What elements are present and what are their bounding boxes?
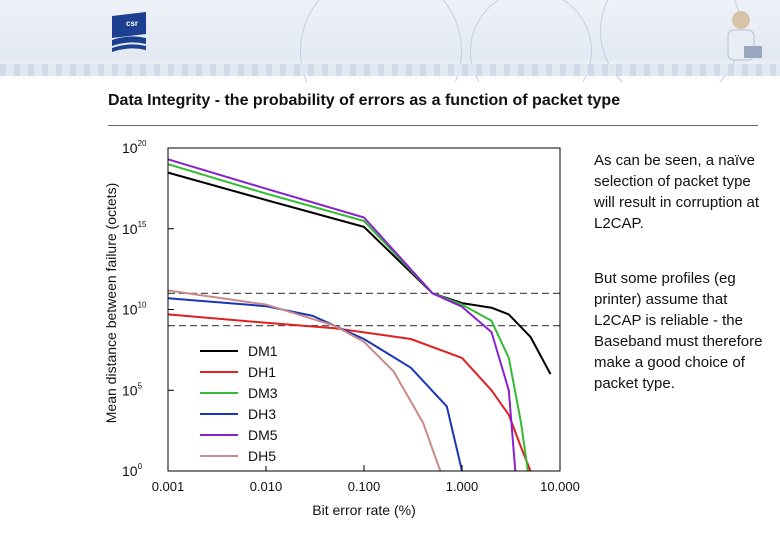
x-tick-label: 0.001 — [152, 479, 185, 494]
series-line-dh5 — [167, 289, 442, 472]
legend-label-dh3: DH3 — [248, 406, 276, 422]
title-divider — [108, 125, 758, 126]
legend-label-dm3: DM3 — [248, 385, 278, 401]
x-tick-label: 0.010 — [250, 479, 283, 494]
y-tick-label: 100 — [122, 462, 143, 479]
series-line-dm3 — [167, 163, 529, 472]
y-tick-label: 105 — [122, 381, 143, 398]
legend-label-dm1: DM1 — [248, 343, 278, 359]
mtbf-chart: Mean distance between failure (octets) B… — [103, 139, 580, 518]
header-banner: csr — [0, 0, 780, 82]
series-line-dm1 — [167, 171, 552, 375]
legend-label-dh5: DH5 — [248, 448, 276, 464]
x-tick-label: 1.000 — [446, 479, 479, 494]
logo-text: csr — [126, 19, 139, 28]
y-tick-label: 1015 — [122, 220, 147, 237]
series-line-dh1 — [167, 313, 532, 472]
slide-title: Data Integrity - the probability of erro… — [108, 92, 621, 109]
x-tick-label: 10.000 — [540, 479, 580, 494]
x-axis-label: Bit error rate (%) — [312, 502, 415, 518]
explanation-paragraph-2: But some profiles (eg printer) assume th… — [594, 270, 763, 392]
decorative-band — [0, 64, 780, 76]
legend-box — [194, 336, 298, 466]
series-line-dh3 — [167, 297, 463, 472]
y-tick-label: 1010 — [122, 301, 147, 318]
y-axis-label: Mean distance between failure (octets) — [103, 183, 119, 423]
logo-icon — [112, 12, 146, 52]
series-line-dm5 — [167, 158, 517, 472]
explanation-paragraph-1: As can be seen, a naïve selection of pac… — [594, 152, 760, 232]
x-tick-label: 0.100 — [348, 479, 381, 494]
y-tick-label: 1020 — [122, 139, 147, 156]
person-illustration-icon — [727, 11, 762, 61]
legend-label-dm5: DM5 — [248, 427, 278, 443]
legend-label-dh1: DH1 — [248, 364, 276, 380]
